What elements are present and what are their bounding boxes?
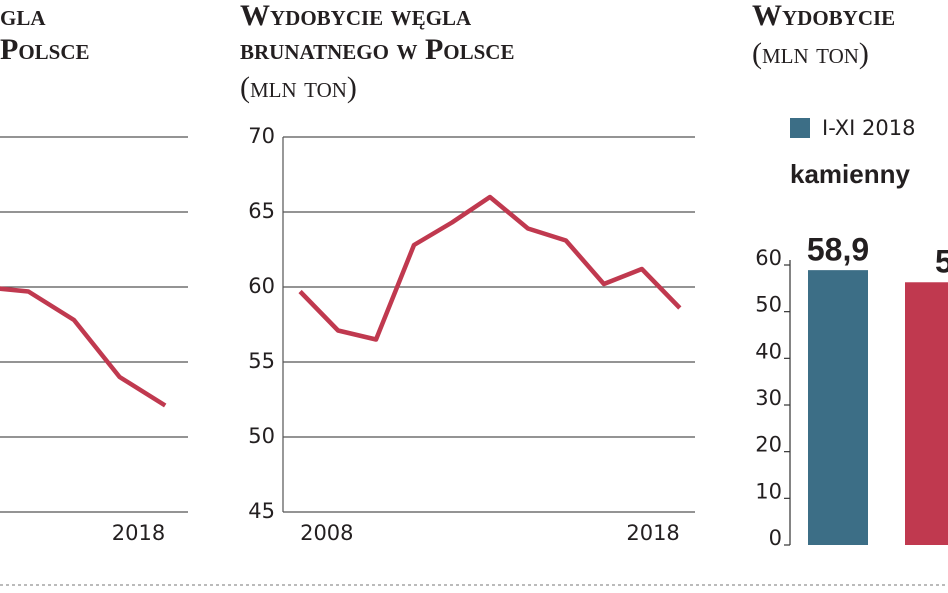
y-tick-label: 20 <box>755 433 782 457</box>
y-tick-label: 65 <box>248 199 275 223</box>
value-label: 58,9 <box>807 232 869 268</box>
group-label: kamienny <box>790 159 910 189</box>
chart-title: Wydobycie węgla <box>240 0 472 32</box>
chart-title: Wydobycie <box>752 0 895 32</box>
y-tick-label: 0 <box>769 526 782 550</box>
y-tick-label: 10 <box>755 479 782 503</box>
legend-swatch <box>790 118 810 138</box>
y-tick-label: 55 <box>248 349 275 373</box>
value-label: 56, <box>935 244 948 280</box>
x-tick-label: 2018 <box>112 521 165 545</box>
legend-label: I-XI 2018 <box>822 116 915 140</box>
line <box>0 286 167 408</box>
y-tick-label: 30 <box>755 386 782 410</box>
y-tick-label: 60 <box>755 246 782 270</box>
chart-title: brunatnego w Polsce <box>240 33 514 66</box>
chart-subtitle: (mln ton) <box>752 37 869 70</box>
chart-subtitle: (mln ton) <box>240 71 357 104</box>
y-tick-label: 70 <box>248 124 275 148</box>
bar <box>905 282 948 545</box>
y-tick-label: 40 <box>755 339 782 363</box>
x-tick-label: 2018 <box>626 521 679 545</box>
y-tick-label: 60 <box>248 274 275 298</box>
chart-title: Polsce <box>0 33 90 66</box>
line <box>298 194 682 342</box>
y-tick-label: 45 <box>248 499 275 523</box>
chart-title: gla <box>0 0 46 32</box>
bar <box>808 270 868 545</box>
y-tick-label: 50 <box>248 424 275 448</box>
x-tick-label: 2008 <box>300 521 353 545</box>
y-tick-label: 50 <box>755 293 782 317</box>
